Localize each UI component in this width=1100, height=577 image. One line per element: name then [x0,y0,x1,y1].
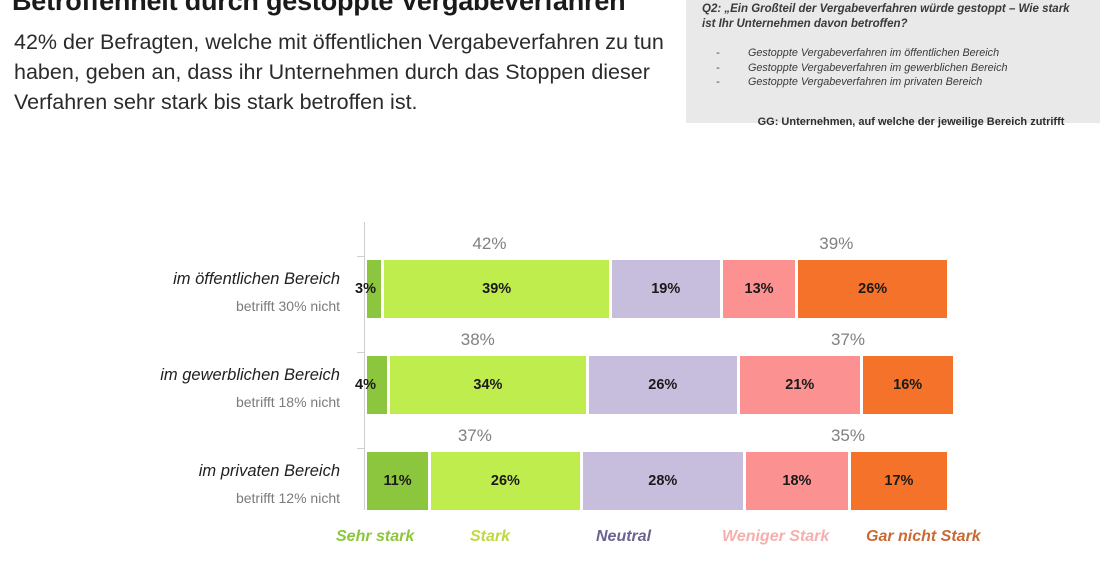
chart-row: im gewerblichen Bereich betrifft 18% nich… [0,318,1100,414]
category-label: im privaten Bereich [198,462,340,480]
bar-segment[interactable]: 28% [582,452,743,510]
bar-segment-value: 16% [893,377,923,393]
bar-segment[interactable]: 39% [384,260,609,318]
group-total-label: 42% [472,234,507,253]
stacked-bar-chart: im öffentlichen Bereich betrifft 30% nich… [0,200,1100,577]
bar-segment[interactable]: 3% [355,260,382,318]
chart-legend: Sehr stark Stark Neutral Weniger Stark Gar n… [0,528,1100,562]
bar-segment[interactable]: 18% [745,452,848,510]
legend-item[interactable]: Stark [470,528,511,545]
bar-segment[interactable]: 17% [850,452,947,510]
axis-tick [357,352,365,353]
bar-segment[interactable]: 4% [355,356,388,414]
bar-segment[interactable]: 16% [862,356,953,414]
category-label: im gewerblichen Bereich [160,366,340,384]
category-label: im öffentlichen Bereich [173,270,340,288]
category-sublabel: betrifft 30% nicht [235,298,340,314]
group-total-label: 37% [830,330,865,349]
question-text: Q2: „Ein Großteil der Vergabeverfahren w… [702,3,1070,30]
bar-segment-value: 13% [744,281,774,297]
bar-segment-value: 26% [648,377,678,393]
legend-item[interactable]: Neutral [596,528,652,545]
legend-item[interactable]: Sehr stark [336,528,415,545]
bar-segment[interactable]: 21% [740,356,860,414]
bar-segment[interactable]: 11% [367,452,429,510]
group-total-label: 37% [457,426,492,445]
bar-segment-value: 28% [648,473,678,489]
bar-segment-value: 18% [782,473,812,489]
bar-segment[interactable]: 26% [588,356,738,414]
bar-segment[interactable]: 19% [611,260,720,318]
category-label-group: im privaten Bereich betrifft 12% nicht [0,460,340,509]
bar-segment-value: 39% [482,281,512,297]
bar-segment[interactable]: 26% [431,452,580,510]
bar-segment-value: 34% [473,377,503,393]
base-note: GG: Unternehmen, auf welche der jeweilig… [757,115,1065,128]
group-total-label: 35% [830,426,865,445]
bar-segment-value: 17% [884,473,914,489]
stacked-bar: 11% 26% 28% 18% 17% [367,452,950,510]
page-subtitle: 42% der Befragten, welche mit öffentlich… [14,30,664,114]
bar-segment-value: 26% [858,281,888,297]
group-total-label: 38% [460,330,495,349]
page-title: Betroffenheit durch gestoppte Vergabever… [12,0,626,16]
bar-segment-value: 26% [490,473,520,489]
category-label-group: im gewerblichen Bereich betrifft 18% nich… [0,364,340,413]
stacked-bar: 3% 39% 19% 13% 26% [355,260,950,318]
category-sublabel: betrifft 12% nicht [235,490,340,506]
bar-segment[interactable]: 26% [798,260,947,318]
chart-row: im öffentlichen Bereich betrifft 30% nich… [0,222,1100,318]
list-item: Gestoppte Vergabeverfahren im öffentlich… [702,46,1084,61]
question-box: Q2: „Ein Großteil der Vergabeverfahren w… [686,0,1100,128]
bar-segment[interactable]: 34% [390,356,586,414]
y-axis-line [364,222,365,510]
bar-segment-value: 21% [785,377,815,393]
chart-row: im privaten Bereich betrifft 12% nicht 11%… [0,414,1100,510]
question-bullet-list: Gestoppte Vergabeverfahren im öffentlich… [702,46,1084,90]
bar-segment-value: 4% [355,377,376,393]
stacked-bar: 4% 34% 26% 21% 16% [355,356,953,414]
axis-tick [357,256,365,257]
bar-segment-value: 3% [355,281,376,297]
legend-item[interactable]: Weniger Stark [722,528,830,545]
bar-segment-value: 11% [383,473,412,489]
axis-tick [357,448,365,449]
category-label-group: im öffentlichen Bereich betrifft 30% nich… [0,268,340,317]
legend-item[interactable]: Gar nicht Stark [866,528,981,545]
bar-segment-value: 19% [651,281,681,297]
bar-segment[interactable]: 13% [722,260,796,318]
category-sublabel: betrifft 18% nicht [235,394,340,410]
list-item: Gestoppte Vergabeverfahren im gewerblich… [702,61,1084,76]
list-item: Gestoppte Vergabeverfahren im privaten B… [702,75,1084,90]
group-total-label: 39% [819,234,854,253]
